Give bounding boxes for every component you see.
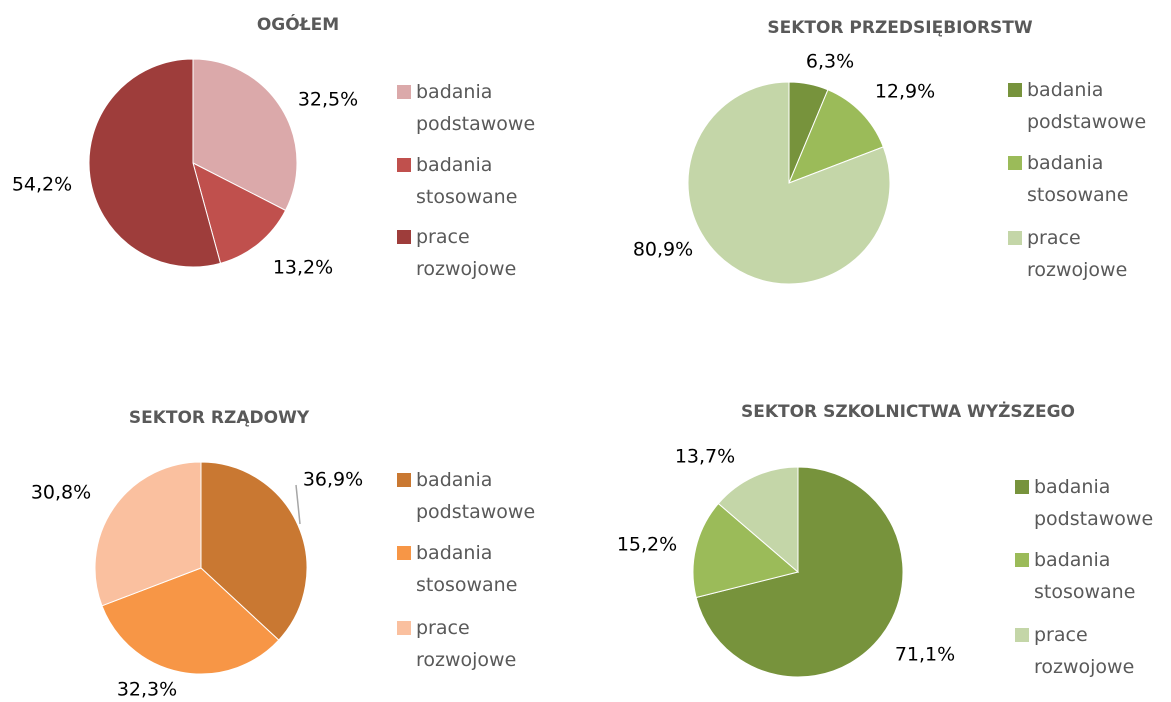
- legend-swatch: [397, 473, 411, 487]
- legend-label: badania stosowane: [1034, 549, 1136, 603]
- legend-swatch: [1015, 553, 1029, 567]
- chart-title: SEKTOR PRZEDSIĘBIORSTW: [767, 18, 1033, 38]
- pie-slice: [200, 461, 308, 641]
- data-label: 15,2%: [617, 534, 677, 556]
- data-label: 30,8%: [31, 482, 91, 504]
- data-label: 80,9%: [633, 239, 693, 261]
- legend-label: prace rozwojowe: [1034, 624, 1135, 678]
- pie-slice: [94, 461, 202, 607]
- pie-slice: [695, 466, 904, 678]
- pie-slice: [687, 81, 891, 285]
- legend-label: badania stosowane: [416, 542, 518, 596]
- legend-swatch: [397, 546, 411, 560]
- legend-swatch: [1008, 83, 1022, 97]
- chart-title: SEKTOR SZKOLNICTWA WYŻSZEGO: [741, 400, 1075, 422]
- legend-swatch: [397, 158, 411, 172]
- data-label: 32,3%: [117, 679, 177, 701]
- legend-swatch: [1015, 628, 1029, 642]
- legend-label: prace rozwojowe: [1027, 227, 1128, 281]
- pie-slice: [692, 502, 800, 599]
- data-label: 32,5%: [298, 89, 358, 111]
- pie-slice: [101, 567, 280, 675]
- legend-label: prace rozwojowe: [416, 226, 517, 280]
- legend-label: badania stosowane: [1027, 152, 1129, 206]
- legend-label: badania podstawowe: [1027, 79, 1147, 133]
- legend-label: badania podstawowe: [416, 81, 536, 135]
- pie-slice: [192, 58, 298, 212]
- data-label: 13,2%: [273, 257, 333, 279]
- pie-slice: [717, 466, 799, 574]
- legend-swatch: [397, 230, 411, 244]
- data-label: 54,2%: [12, 174, 72, 196]
- legend-swatch: [1015, 480, 1029, 494]
- data-label: 6,3%: [806, 51, 854, 73]
- data-label: 71,1%: [895, 644, 955, 666]
- legend-swatch: [1008, 231, 1022, 245]
- legend-label: badania stosowane: [416, 154, 518, 208]
- data-label: 36,9%: [303, 469, 363, 491]
- leader-line: [295, 484, 301, 525]
- data-label: 12,9%: [875, 81, 935, 103]
- legend-label: badania podstawowe: [416, 469, 536, 523]
- pie-slice: [88, 58, 222, 268]
- data-label: 13,7%: [675, 446, 735, 468]
- chart-title: OGÓŁEM: [257, 13, 339, 35]
- legend-swatch: [397, 85, 411, 99]
- pie-slice: [192, 162, 287, 264]
- legend-label: prace rozwojowe: [416, 617, 517, 671]
- pie-slice: [788, 89, 884, 184]
- legend-swatch: [1008, 156, 1022, 170]
- chart-title: SEKTOR RZĄDOWY: [129, 408, 310, 428]
- legend-label: badania podstawowe: [1034, 476, 1154, 530]
- legend-swatch: [397, 621, 411, 635]
